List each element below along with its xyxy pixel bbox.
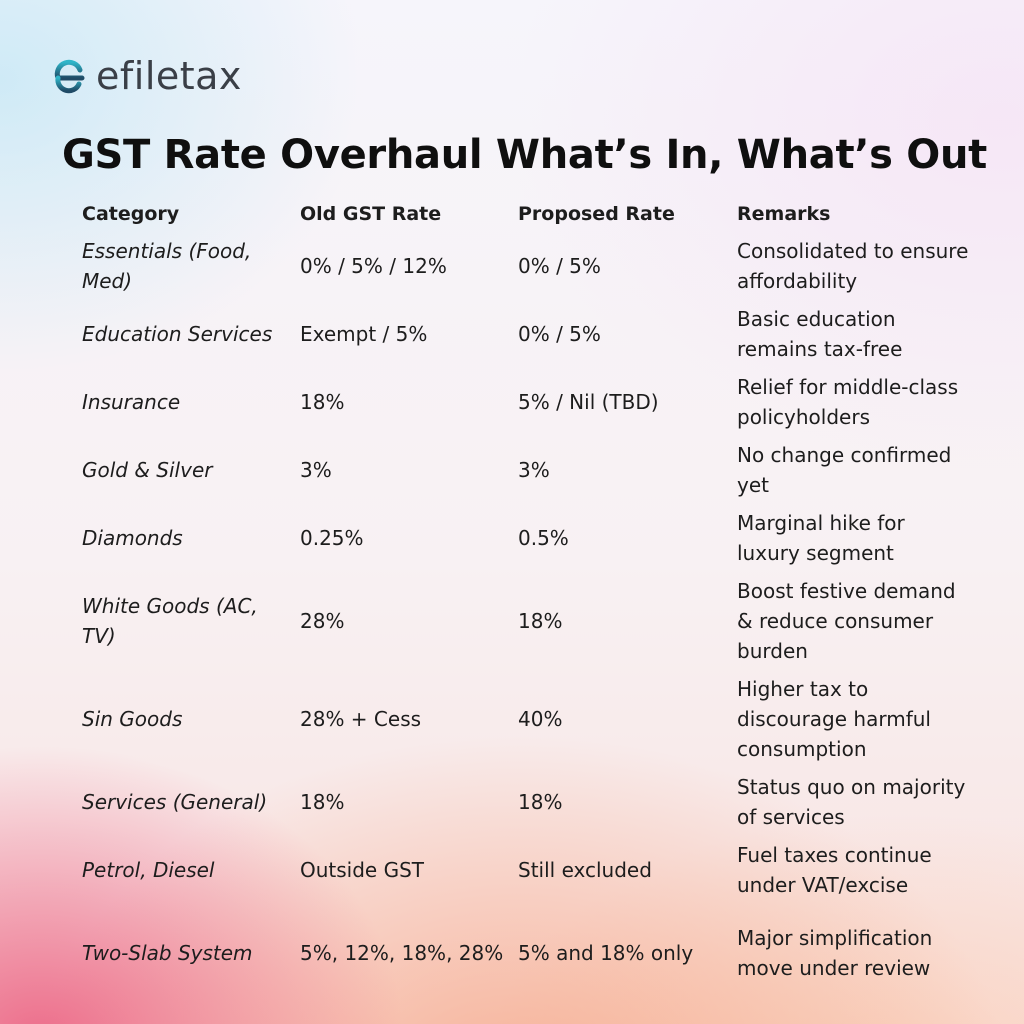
cell-old-rate: 0.25% <box>300 526 364 550</box>
page-title: GST Rate Overhaul What’s In, What’s Out <box>62 132 987 178</box>
cell-category: Essentials (Food, Med) <box>82 239 252 293</box>
cell-old-rate: Outside GST <box>300 858 425 882</box>
cell-remarks: Boost festive demand & reduce consumer b… <box>737 579 956 663</box>
cell-old-rate: 28% <box>300 609 345 633</box>
cell-category: Insurance <box>82 390 181 414</box>
cell-remarks: Status quo on majority of services <box>737 775 966 829</box>
cell-category: White Goods (AC, TV) <box>82 594 258 648</box>
cell-category: Sin Goods <box>82 707 183 731</box>
cell-category: Petrol, Diesel <box>82 858 215 882</box>
cell-proposed-rate: 0% / 5% <box>518 254 601 278</box>
cell-remarks: Basic education remains tax-free <box>737 307 903 361</box>
gst-rate-table: Category Old GST Rate Proposed Rate Rema… <box>76 196 976 1002</box>
cell-proposed-rate: 40% <box>518 707 563 731</box>
cell-old-rate: Exempt / 5% <box>300 322 428 346</box>
cell-proposed-rate: 0% / 5% <box>518 322 601 346</box>
header-proposed-rate: Proposed Rate <box>518 203 675 225</box>
table-header-row: Category Old GST Rate Proposed Rate Rema… <box>76 196 976 232</box>
header-remarks: Remarks <box>737 203 831 225</box>
cell-proposed-rate: 3% <box>518 458 550 482</box>
cell-remarks: Higher tax to discourage harmful consump… <box>737 677 931 761</box>
cell-proposed-rate: 18% <box>518 609 563 633</box>
cell-old-rate: 3% <box>300 458 332 482</box>
brand-logo: efiletax <box>52 56 242 96</box>
cell-remarks: Relief for middle-class policyholders <box>737 375 959 429</box>
cell-category: Services (General) <box>82 790 268 814</box>
cell-old-rate: 18% <box>300 390 345 414</box>
cell-old-rate: 5%, 12%, 18%, 28% <box>300 941 504 965</box>
table-row: Gold & Silver 3% 3% No change confirmed … <box>76 436 976 504</box>
cell-old-rate: 18% <box>300 790 345 814</box>
cell-remarks: Fuel taxes continue under VAT/excise <box>737 843 932 897</box>
cell-remarks: Major simplification move under review <box>737 926 933 980</box>
cell-category: Gold & Silver <box>82 458 213 482</box>
cell-proposed-rate: Still excluded <box>518 858 652 882</box>
cell-remarks: Consolidated to ensure affordability <box>737 239 969 293</box>
header-category: Category <box>82 203 180 225</box>
table-row: Insurance 18% 5% / Nil (TBD) Relief for … <box>76 368 976 436</box>
table-row: Diamonds 0.25% 0.5% Marginal hike for lu… <box>76 504 976 572</box>
table-row: Education Services Exempt / 5% 0% / 5% B… <box>76 300 976 368</box>
table-row: White Goods (AC, TV) 28% 18% Boost festi… <box>76 572 976 670</box>
table-row: Sin Goods 28% + Cess 40% Higher tax to d… <box>76 670 976 768</box>
efiletax-logo-icon <box>54 59 85 94</box>
table-row: Services (General) 18% 18% Status quo on… <box>76 768 976 836</box>
cell-category: Diamonds <box>82 526 183 550</box>
header-old-gst-rate: Old GST Rate <box>300 203 442 225</box>
cell-category: Education Services <box>82 322 273 346</box>
brand-name: efiletax <box>96 54 242 98</box>
cell-proposed-rate: 5% / Nil (TBD) <box>518 390 659 414</box>
table-row: Essentials (Food, Med) 0% / 5% / 12% 0% … <box>76 232 976 300</box>
table-row: Petrol, Diesel Outside GST Still exclude… <box>76 836 976 904</box>
cell-category: Two-Slab System <box>82 941 253 965</box>
table-row: Two-Slab System 5%, 12%, 18%, 28% 5% and… <box>76 904 976 1002</box>
cell-remarks: Marginal hike for luxury segment <box>737 511 905 565</box>
cell-proposed-rate: 0.5% <box>518 526 569 550</box>
cell-remarks: No change confirmed yet <box>737 443 952 497</box>
cell-proposed-rate: 5% and 18% only <box>518 941 694 965</box>
cell-proposed-rate: 18% <box>518 790 563 814</box>
cell-old-rate: 0% / 5% / 12% <box>300 254 447 278</box>
cell-old-rate: 28% + Cess <box>300 707 422 731</box>
